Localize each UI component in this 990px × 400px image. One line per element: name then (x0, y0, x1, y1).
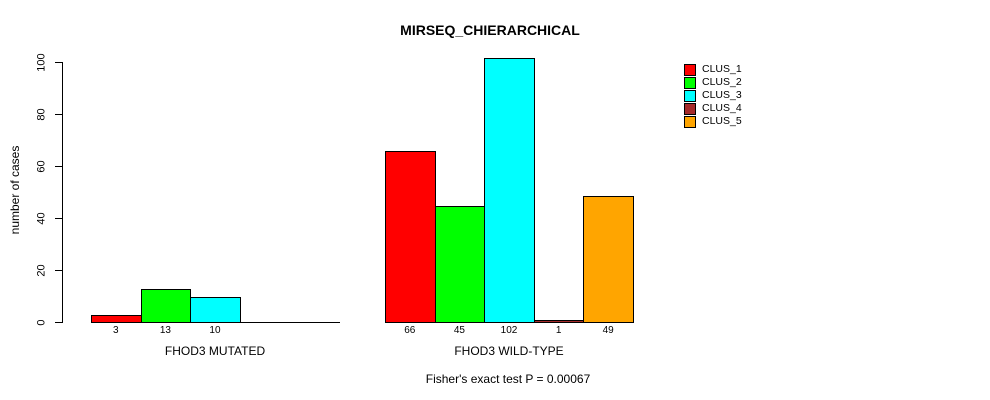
y-tick-label: 20 (35, 263, 48, 277)
y-tick-label: 60 (35, 159, 48, 173)
y-axis-tick (55, 166, 63, 167)
fisher-test-annotation: Fisher's exact test P = 0.00067 (425, 372, 591, 386)
legend-label: CLUS_4 (702, 102, 742, 114)
legend-item-clus_1: CLUS_1 (684, 63, 742, 76)
y-tick-label: 0 (35, 318, 48, 326)
group-label-fhod3-wild-type: FHOD3 WILD-TYPE (454, 344, 564, 358)
y-axis-tick (55, 322, 63, 323)
bar-clus_5-wildtype (583, 196, 634, 323)
legend-item-clus_4: CLUS_4 (684, 102, 742, 115)
legend-label: CLUS_2 (702, 76, 742, 88)
bar-value-label: 49 (602, 325, 614, 336)
y-axis-tick (55, 62, 63, 63)
bar-value-label: 10 (209, 325, 221, 336)
y-axis-tick (55, 114, 63, 115)
y-tick-label: 100 (35, 52, 48, 72)
bar-value-label: 66 (404, 325, 416, 336)
group-label-fhod3-mutated: FHOD3 MUTATED (164, 344, 266, 358)
bar-value-label: 13 (159, 325, 171, 336)
bar-value-label: 1 (555, 325, 562, 336)
legend-item-clus_3: CLUS_3 (684, 89, 742, 102)
legend-label: CLUS_5 (702, 115, 742, 127)
legend-swatch-icon (684, 89, 696, 102)
legend-swatch-icon (684, 76, 696, 89)
legend-label: CLUS_1 (702, 63, 742, 75)
legend-label: CLUS_3 (702, 89, 742, 101)
y-axis-tick (55, 270, 63, 271)
y-axis-line (62, 62, 63, 323)
legend-swatch-icon (684, 115, 696, 128)
legend: CLUS_1 CLUS_2 CLUS_3 CLUS_4 CLUS_5 (684, 63, 742, 128)
legend-swatch-icon (684, 63, 696, 76)
bar-value-label: 45 (453, 325, 465, 336)
bar-clus_1-wildtype (385, 151, 436, 323)
bar-clus_3-wildtype (484, 58, 535, 323)
y-axis-tick (55, 218, 63, 219)
bar-value-label: 102 (500, 325, 518, 336)
bar-value-label: 3 (113, 325, 119, 336)
bar-clus_2-wildtype (434, 206, 486, 323)
bar-clus_1-mutated (91, 315, 142, 323)
chart-title: MIRSEQ_CHIERARCHICAL (400, 22, 580, 38)
bar-clus_2-mutated (140, 289, 192, 323)
legend-swatch-icon (684, 102, 696, 115)
legend-item-clus_2: CLUS_2 (684, 76, 742, 89)
y-tick-label: 40 (35, 211, 48, 225)
bar-clus_4-wildtype (533, 320, 585, 323)
bar-clus_3-mutated (190, 297, 241, 323)
legend-item-clus_5: CLUS_5 (684, 115, 742, 128)
y-tick-label: 80 (35, 107, 48, 121)
